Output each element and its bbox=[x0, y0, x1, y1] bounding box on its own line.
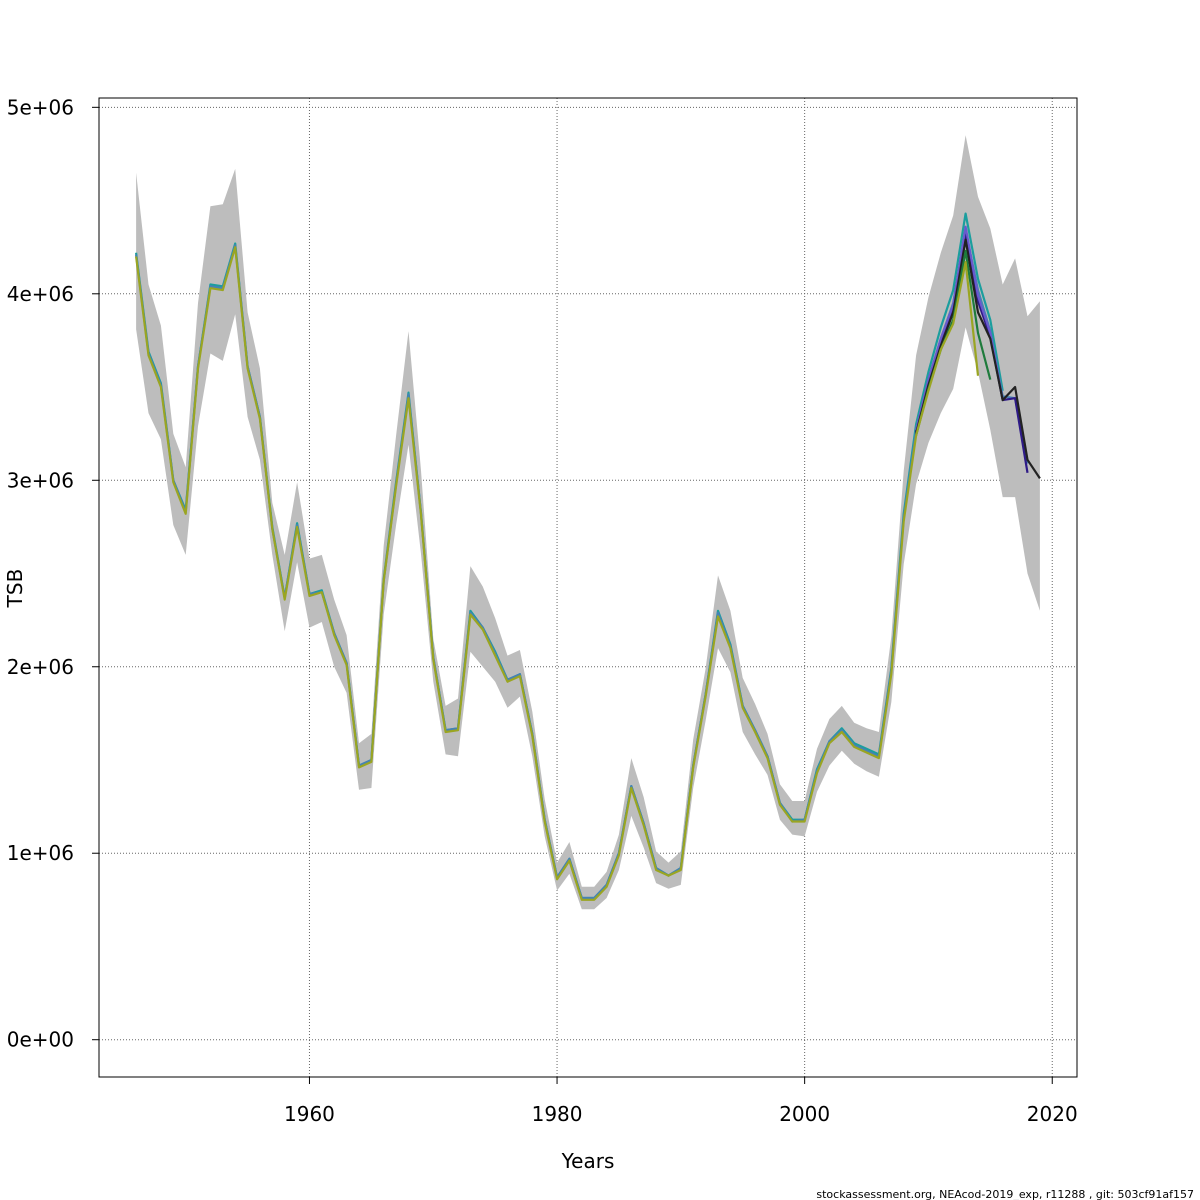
y-axis-title: TSB bbox=[3, 569, 27, 609]
x-tick-label: 1980 bbox=[532, 1102, 583, 1126]
y-tick-label: 2e+06 bbox=[7, 655, 74, 679]
confidence-band-area bbox=[136, 135, 1040, 910]
x-tick-label: 2000 bbox=[779, 1102, 830, 1126]
y-tick-label: 5e+06 bbox=[7, 95, 74, 119]
y-tick-label: 4e+06 bbox=[7, 282, 74, 306]
y-tick-label: 3e+06 bbox=[7, 468, 74, 492]
confidence-band bbox=[136, 135, 1040, 910]
x-tick-label: 2020 bbox=[1027, 1102, 1078, 1126]
series-line-5 bbox=[915, 238, 1041, 480]
footer-credit: stockassessment.org, NEAcod-2019_exp, r1… bbox=[816, 1188, 1194, 1200]
axes: 1960 1980 2000 2020 0e+00 1e+06 2e+06 3e+06 4e+0… bbox=[7, 95, 1078, 1126]
series-lines bbox=[135, 212, 1041, 901]
x-tick-label: 1960 bbox=[284, 1102, 335, 1126]
y-tick-label: 0e+00 bbox=[7, 1028, 74, 1052]
series-line-4 bbox=[915, 225, 1004, 431]
y-tick-label: 1e+06 bbox=[7, 841, 74, 865]
plot-frame bbox=[98, 97, 1078, 1078]
grid bbox=[99, 98, 1077, 1077]
series-line-7 bbox=[135, 246, 980, 901]
x-axis-title: Years bbox=[561, 1149, 615, 1173]
